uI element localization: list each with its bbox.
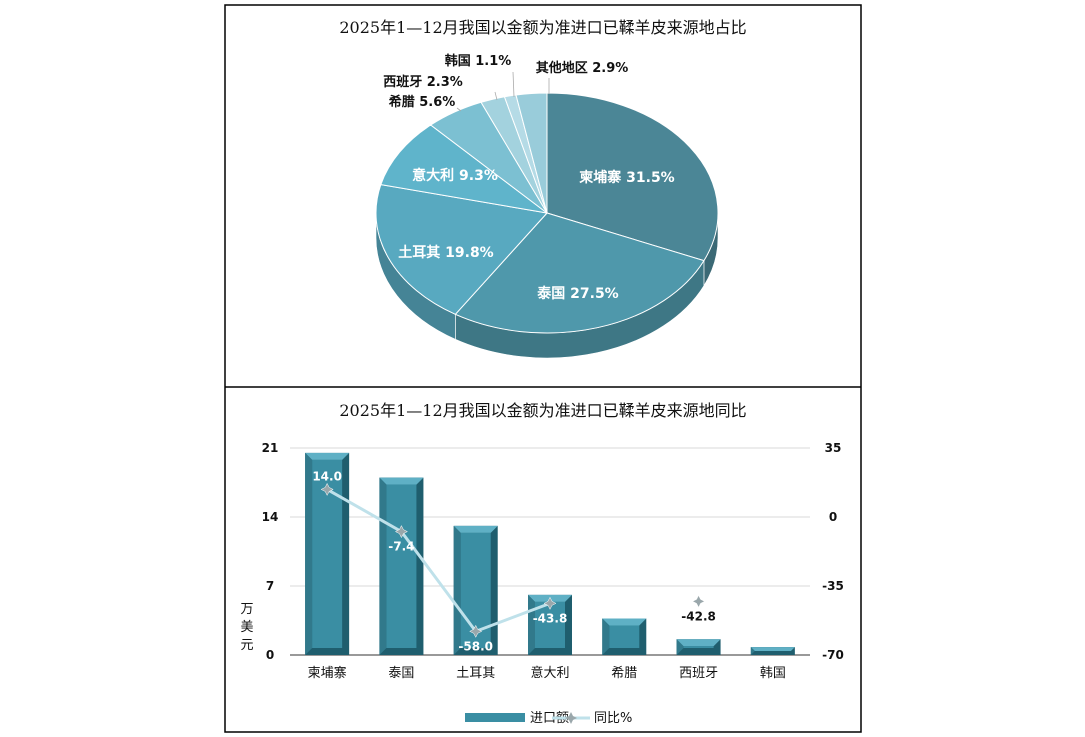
y-tick-2: 14	[262, 510, 279, 524]
yoy-label-1: -7.4	[388, 540, 414, 554]
pie-slice-0	[546, 92, 719, 262]
pie-slice-1	[454, 212, 705, 334]
y-tick-3: 21	[262, 441, 279, 455]
yoy-label-3: -43.8	[533, 611, 568, 625]
pie-label-7: 其他地区 2.9%	[536, 60, 629, 76]
pie-label-0: 柬埔寨 31.5%	[579, 169, 674, 186]
y2-tick-0: -70	[822, 648, 844, 662]
pie-label-4: 希腊 5.6%	[389, 94, 456, 110]
legend-label-line: 同比%	[594, 711, 632, 726]
pie-title: 2025年1—12月我国以金额为准进口已鞣羊皮来源地占比	[339, 18, 746, 37]
pie-label-5: 西班牙 2.3%	[383, 74, 463, 90]
y-axis-label-2: 元	[240, 638, 253, 653]
y-tick-1: 7	[266, 579, 274, 593]
bar-6	[750, 647, 795, 655]
y-tick-0: 0	[266, 648, 274, 662]
x-tick-0: 柬埔寨	[308, 665, 347, 681]
yoy-line	[326, 488, 551, 634]
yoy-label-0: 14.0	[312, 469, 342, 483]
x-tick-2: 土耳其	[456, 666, 495, 681]
yoy-label-2: -58.0	[458, 639, 493, 653]
yoy-label-5: -42.8	[681, 609, 716, 623]
x-tick-3: 意大利	[530, 665, 569, 681]
y-axis-label-0: 万	[240, 602, 253, 617]
yoy-marker-3	[543, 596, 557, 610]
pie-label-2: 土耳其 19.8%	[398, 244, 493, 261]
pie-leader-6	[512, 71, 515, 98]
pie-leader-4	[456, 107, 462, 112]
bar-title: 2025年1—12月我国以金额为准进口已鞣羊皮来源地同比	[339, 401, 746, 420]
pie-slice-3	[380, 124, 548, 214]
bar-4	[602, 618, 647, 655]
pie-leader-5	[494, 91, 498, 101]
y2-tick-1: -35	[822, 579, 844, 593]
legend-label-bar: 进口额	[530, 711, 569, 726]
pie-label-3: 意大利 9.3%	[412, 167, 498, 184]
pie-slice-2	[375, 184, 548, 315]
y-axis-label-1: 美	[240, 620, 253, 635]
pie-chart: 柬埔寨 31.5% 泰国 27.5% 土耳其 19.8% 意大利 9.3% 希腊 5.6…	[375, 53, 719, 359]
bar-5	[676, 639, 721, 655]
y2-tick-3: 35	[825, 441, 842, 455]
x-tick-5: 西班牙	[679, 666, 718, 681]
bar-1	[379, 477, 424, 655]
legend-marker	[565, 712, 577, 724]
yoy-marker-5	[692, 594, 706, 608]
yoy-marker-2	[469, 624, 483, 638]
pie-label-1: 泰国 27.5%	[536, 285, 618, 302]
legend-swatch-bar	[465, 713, 525, 722]
pie-slice-7	[515, 92, 548, 214]
x-tick-6: 韩国	[760, 666, 786, 681]
yoy-marker-0	[320, 482, 334, 496]
legend: 进口额 同比%	[465, 711, 632, 726]
y2-tick-2: 0	[829, 510, 837, 524]
yoy-marker-1	[394, 525, 408, 539]
x-tick-1: 泰国	[388, 666, 414, 681]
x-tick-4: 希腊	[611, 666, 637, 681]
pie-label-6: 韩国 1.1%	[445, 53, 512, 69]
